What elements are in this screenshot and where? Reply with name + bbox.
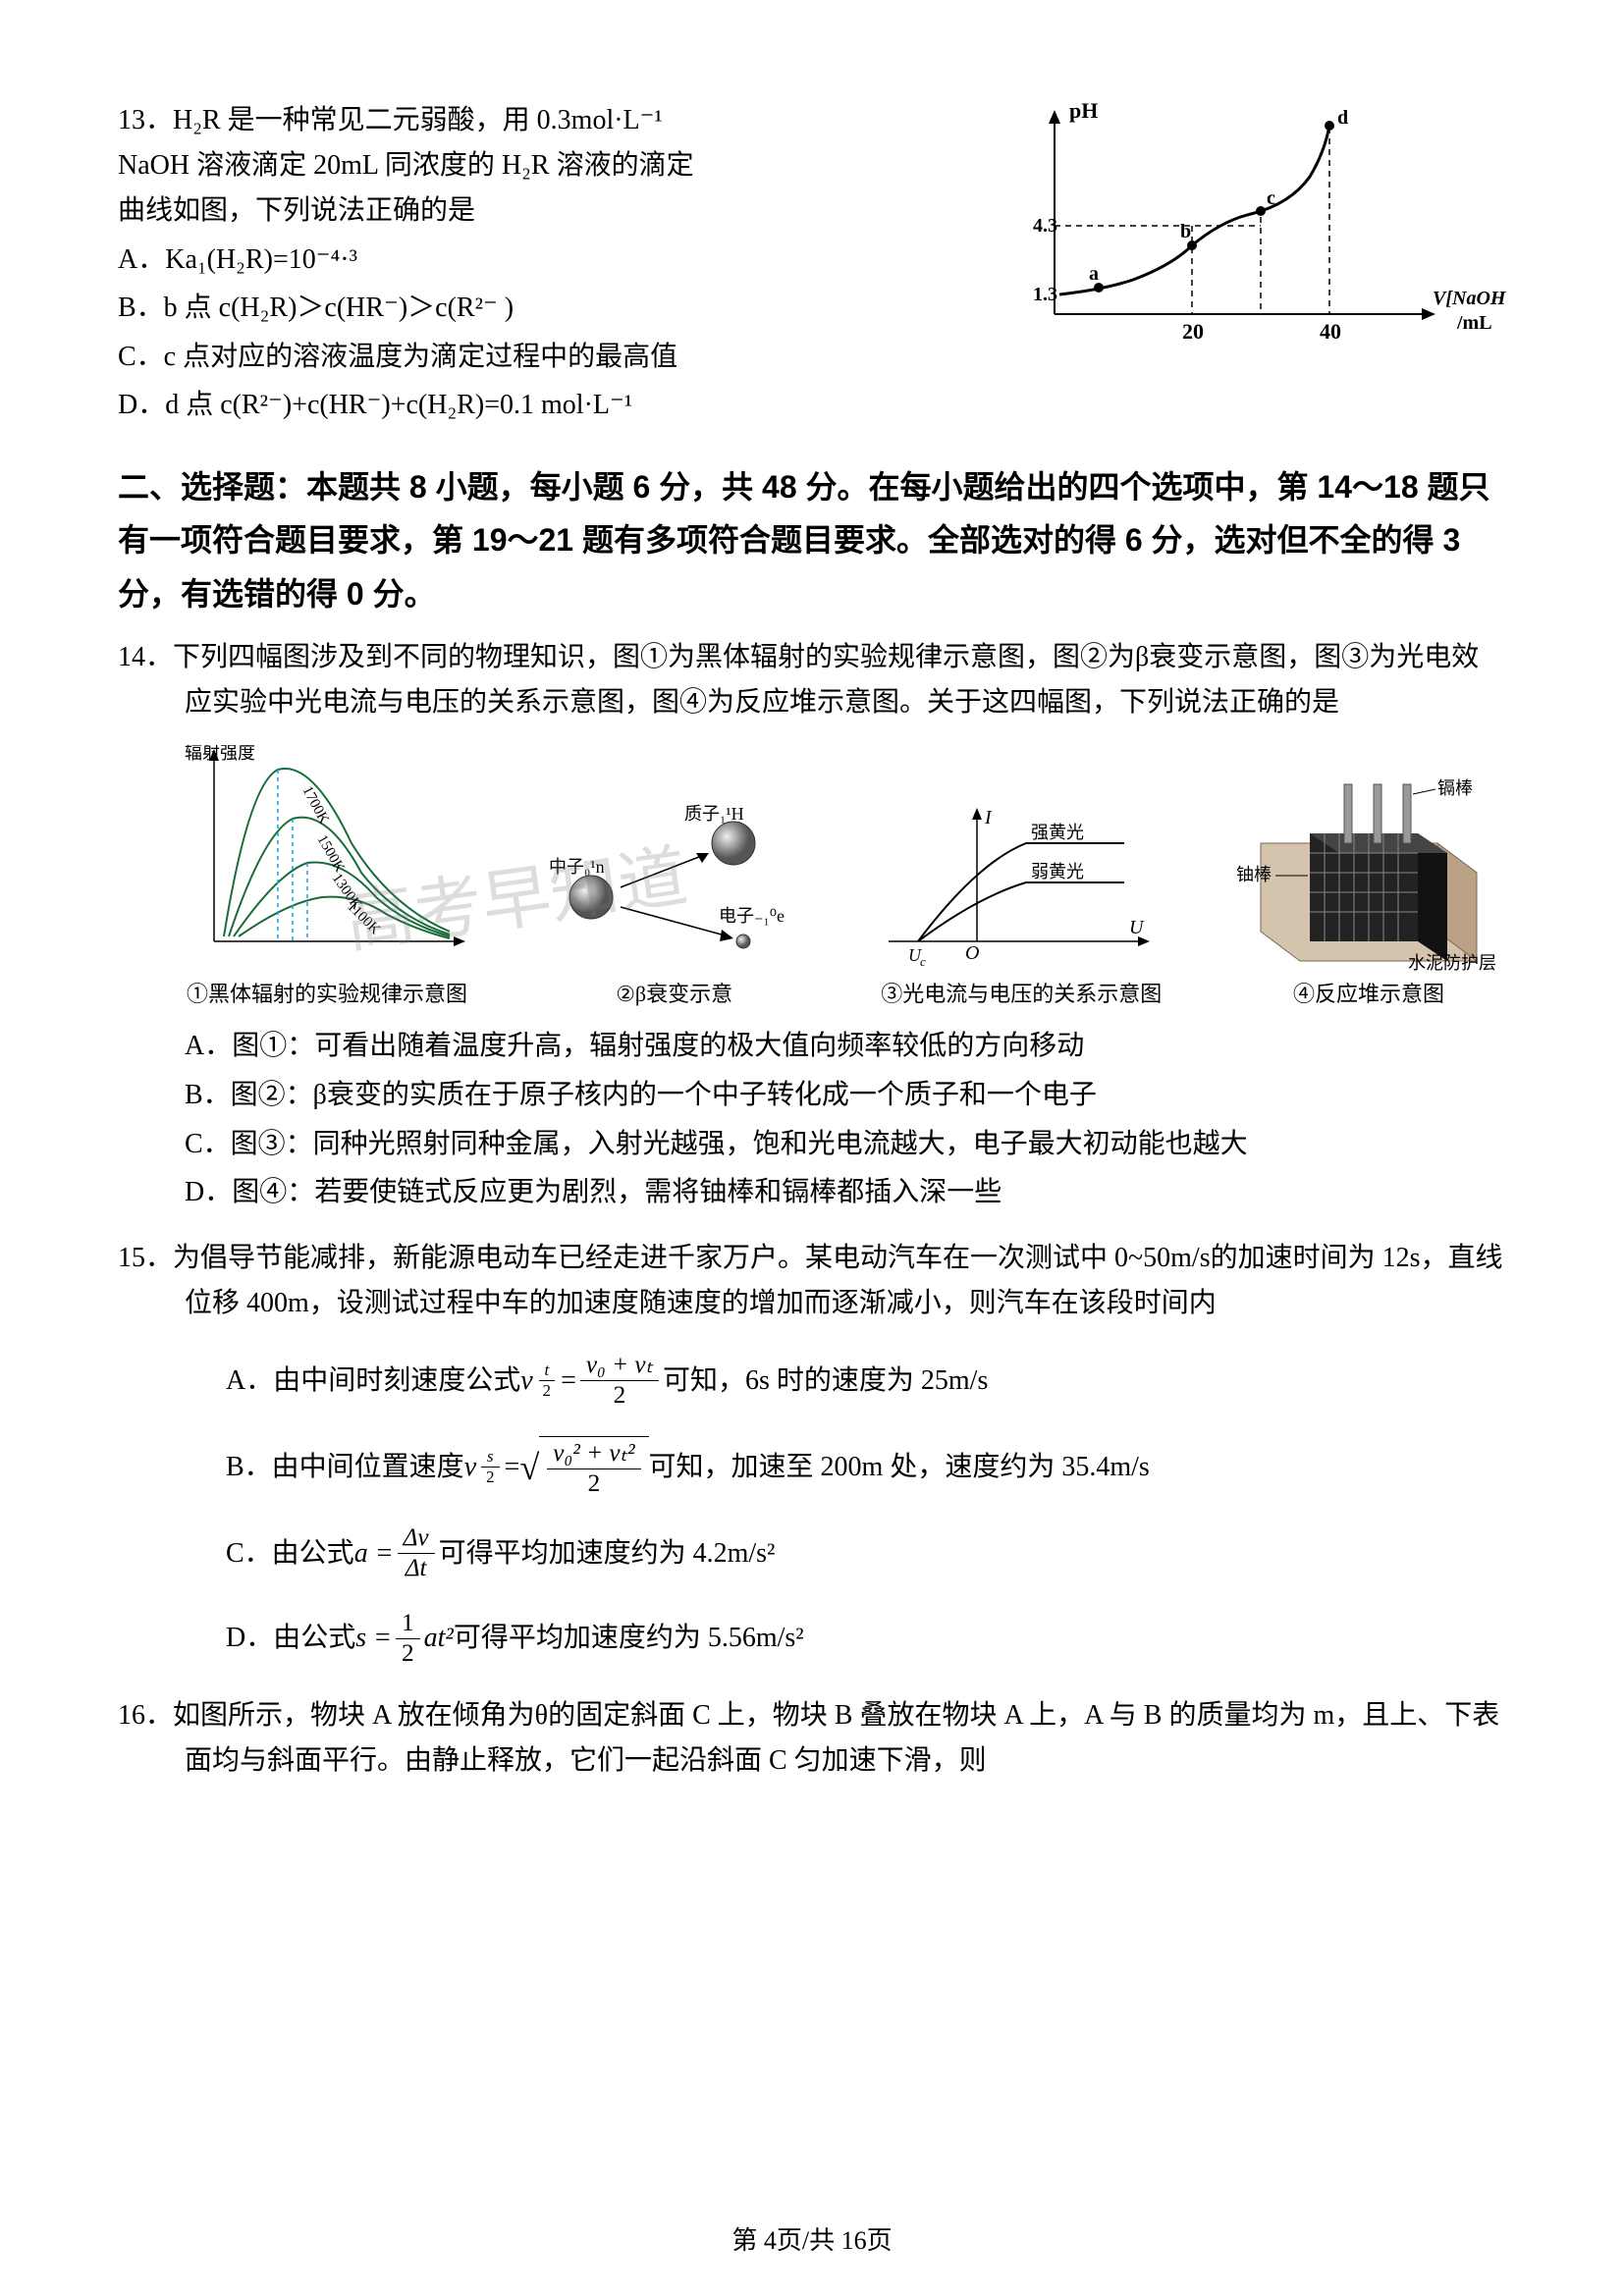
photoelectric-svg: I U O U c 强黄光 弱黄光	[879, 804, 1164, 971]
q15d-pre: D．由公式	[226, 1617, 355, 1661]
x-label-2: /mL	[1456, 312, 1492, 334]
q15b-pre: B．由中间位置速度	[226, 1446, 464, 1490]
question-14: 14．下列四幅图涉及到不同的物理知识，图①为黑体辐射的实验规律示意图，图②为β衰…	[118, 635, 1506, 1216]
d3-caption: ③光电流与电压的关系示意图	[881, 977, 1162, 1008]
svg-text:c: c	[920, 954, 926, 969]
section-2-header: 二、选择题：本题共 8 小题，每小题 6 分，共 48 分。在每小题给出的四个选…	[118, 460, 1506, 620]
svg-text:a: a	[1089, 263, 1099, 285]
q13-opt-d: D．d 点 c(R²⁻)+c(HR⁻)+c(H₂R)=0.1 mol·L⁻¹	[118, 382, 966, 429]
q15c-pre: C．由公式	[226, 1532, 354, 1576]
svg-text:中子₀¹n: 中子₀¹n	[549, 857, 605, 877]
q13-chart: 1.3 4.3 pH 20 40 V[NaOH(aq)] /mL a b	[996, 98, 1506, 353]
q15-stem: 15．为倡导节能减排，新能源电动车已经走进千家万户。某电动汽车在一次测试中 0~…	[118, 1236, 1506, 1326]
reactor-svg: 镉棒 铀棒 水泥防护层	[1231, 774, 1506, 971]
beta-decay-svg: 中子₀¹n 质子₁¹H 电子₋₁⁰e	[537, 804, 812, 971]
svg-text:20: 20	[1182, 319, 1204, 344]
svg-text:40: 40	[1320, 319, 1341, 344]
q13-layout: 13．H₂R 是一种常见二元弱酸，用 0.3mol·L⁻¹ NaOH 溶液滴定 …	[118, 98, 1506, 431]
q15-opt-b: B．由中间位置速度 v s2 = √v₀² + vₜ²2 可知，加速至 200m…	[226, 1436, 1506, 1499]
q15c-post: 可得平均加速度约为 4.2m/s²	[439, 1532, 776, 1576]
diagram-1: 辐射强度 1700K 1500K 1300K 1100K ①黑体辐射的实验规律示…	[185, 745, 469, 1008]
svg-text:4.3: 4.3	[1033, 215, 1057, 237]
svg-text:b: b	[1180, 221, 1191, 242]
svg-text:1700K: 1700K	[298, 784, 331, 828]
svg-text:镉棒: 镉棒	[1437, 778, 1473, 798]
d4-caption: ④反应堆示意图	[1293, 977, 1444, 1008]
d1-caption: ①黑体辐射的实验规律示意图	[187, 977, 467, 1008]
question-16: 16．如图所示，物块 A 放在倾角为θ的固定斜面 C 上，物块 B 叠放在物块 …	[118, 1693, 1506, 1784]
q15d-var: s =	[355, 1617, 392, 1661]
svg-text:质子₁¹H: 质子₁¹H	[684, 804, 744, 824]
q15d-post: 可得平均加速度约为 5.56m/s²	[454, 1617, 804, 1661]
q13-stem-3: 曲线如图，下列说法正确的是	[118, 188, 966, 234]
q14-opt-a: A．图①：可看出随着温度升高，辐射强度的极大值向频率较低的方向移动	[118, 1023, 1506, 1070]
q15a-post: 可知，6s 时的速度为 25m/s	[663, 1360, 988, 1404]
q16-stem: 16．如图所示，物块 A 放在倾角为θ的固定斜面 C 上，物块 B 叠放在物块 …	[118, 1693, 1506, 1784]
diagram-2: 中子₀¹n 质子₁¹H 电子₋₁⁰e ②β衰变示意	[537, 804, 812, 1008]
q15a-pre: A．由中间时刻速度公式	[226, 1360, 520, 1404]
question-13: 13．H₂R 是一种常见二元弱酸，用 0.3mol·L⁻¹ NaOH 溶液滴定 …	[118, 98, 1506, 431]
blackbody-svg: 辐射强度 1700K 1500K 1300K 1100K	[185, 745, 469, 971]
svg-text:I: I	[984, 807, 993, 828]
q15-opt-c: C．由公式 a = ΔvΔt 可得平均加速度约为 4.2m/s²	[226, 1523, 1506, 1583]
svg-text:1.3: 1.3	[1033, 284, 1057, 305]
q15-opt-a: A．由中间时刻速度公式 v t2 = v₀ + vₜ2 可知，6s 时的速度为 …	[226, 1351, 1506, 1411]
q14-opt-b: B．图②：β衰变的实质在于原子核内的一个中子转化成一个质子和一个电子	[118, 1072, 1506, 1119]
q15b-eq: =	[505, 1446, 520, 1490]
d2-caption: ②β衰变示意	[616, 977, 732, 1008]
q15a-var: v	[520, 1360, 532, 1404]
svg-text:强黄光: 强黄光	[1031, 823, 1084, 842]
svg-text:c: c	[1267, 187, 1275, 209]
svg-text:U: U	[1129, 917, 1145, 938]
q15b-post: 可知，加速至 200m 处，速度约为 35.4m/s	[649, 1446, 1150, 1490]
q13-opt-c: C．c 点对应的溶液温度为滴定过程中的最高值	[118, 334, 966, 381]
q15b-var: v	[464, 1446, 476, 1490]
q14-stem: 14．下列四幅图涉及到不同的物理知识，图①为黑体辐射的实验规律示意图，图②为β衰…	[118, 635, 1506, 725]
q14-diagrams: 辐射强度 1700K 1500K 1300K 1100K ①黑体辐射的实验规律示…	[185, 745, 1506, 1008]
svg-text:弱黄光: 弱黄光	[1031, 862, 1084, 881]
svg-text:水泥防护层: 水泥防护层	[1408, 953, 1496, 971]
q15-opt-d: D．由公式 s = 12 at² 可得平均加速度约为 5.56m/s²	[226, 1609, 1506, 1669]
svg-text:辐射强度: 辐射强度	[185, 745, 255, 763]
q13-stem-2: NaOH 溶液滴定 20mL 同浓度的 H₂R 溶液的滴定	[118, 143, 966, 188]
q13-opt-a: A．Ka₁(H₂R)=10⁻⁴·³	[118, 237, 966, 284]
svg-text:电子₋₁⁰e: 电子₋₁⁰e	[719, 906, 785, 926]
diagram-3: I U O U c 强黄光 弱黄光 ③光电流与电压的关系示意图	[879, 804, 1164, 1008]
svg-text:铀棒: 铀棒	[1236, 865, 1272, 884]
question-15: 15．为倡导节能减排，新能源电动车已经走进千家万户。某电动汽车在一次测试中 0~…	[118, 1236, 1506, 1669]
ph-label: pH	[1069, 98, 1098, 123]
q15c-var: a =	[354, 1532, 394, 1576]
q13-stem-1: 13．H₂R 是一种常见二元弱酸，用 0.3mol·L⁻¹	[118, 98, 966, 143]
svg-text:1100K: 1100K	[344, 899, 383, 938]
q14-opt-d: D．图④：若要使链式反应更为剧烈，需将铀棒和镉棒都插入深一些	[118, 1169, 1506, 1216]
x-label-1: V[NaOH(aq)]	[1433, 288, 1506, 309]
q15a-eq: =	[561, 1360, 576, 1404]
q14-opt-c: C．图③：同种光照射同种金属，入射光越强，饱和光电流越大，电子最大初动能也越大	[118, 1121, 1506, 1168]
svg-text:d: d	[1337, 107, 1348, 129]
titration-curve-svg: 1.3 4.3 pH 20 40 V[NaOH(aq)] /mL a b	[996, 98, 1506, 353]
q13-opt-b: B．b 点 c(H₂R)＞c(HR⁻)＞c(R²⁻ )	[118, 285, 966, 332]
page-footer: 第 4页/共 16页	[0, 2220, 1624, 2257]
diagram-4: 镉棒 铀棒 水泥防护层 ④反应堆示意图	[1231, 774, 1506, 1008]
svg-text:1500K: 1500K	[314, 832, 348, 876]
svg-text:O: O	[965, 942, 979, 964]
q15d-mid: at²	[424, 1617, 454, 1661]
q13-text-col: 13．H₂R 是一种常见二元弱酸，用 0.3mol·L⁻¹ NaOH 溶液滴定 …	[118, 98, 966, 431]
